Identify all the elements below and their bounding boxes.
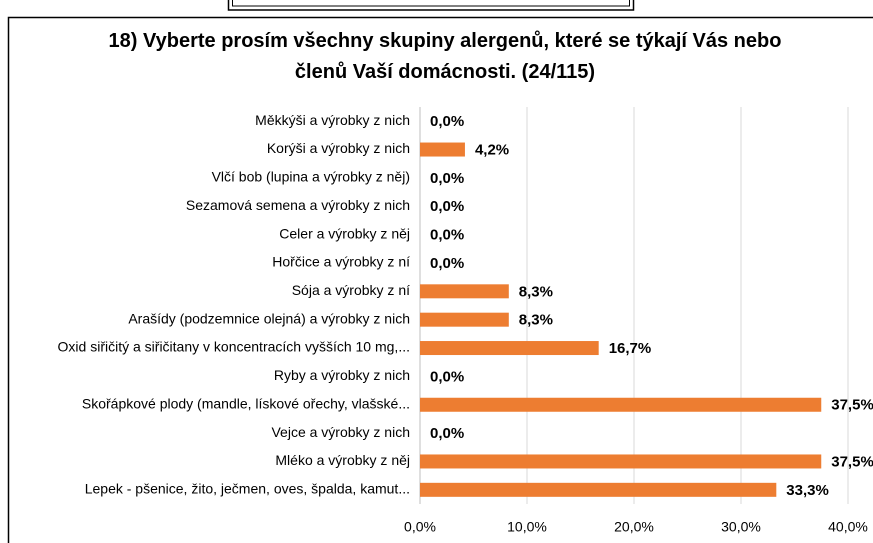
y-tick-label: Arašídy (podzemnice olejná) a výrobky z … bbox=[128, 310, 410, 326]
value-label: 33,3% bbox=[786, 482, 829, 499]
y-tick-label: Měkkýši a výrobky z nich bbox=[255, 112, 410, 128]
bar bbox=[420, 284, 509, 299]
value-label: 4,2% bbox=[475, 142, 509, 159]
y-tick-label: Mléko a výrobky z něj bbox=[275, 452, 410, 468]
bar bbox=[420, 341, 599, 356]
value-label: 37,5% bbox=[831, 453, 873, 470]
value-label: 0,0% bbox=[430, 113, 464, 130]
x-tick-label: 40,0% bbox=[828, 519, 868, 535]
y-tick-label: Oxid siřičitý a siřičitany v koncentrací… bbox=[58, 339, 410, 355]
bar bbox=[420, 312, 509, 327]
value-label: 37,5% bbox=[831, 397, 873, 414]
bar bbox=[420, 482, 777, 497]
x-tick-label: 30,0% bbox=[721, 519, 761, 535]
y-tick-label: Sója a výrobky z ní bbox=[292, 282, 410, 298]
y-tick-label: Vejce a výrobky z nich bbox=[271, 424, 410, 440]
x-tick-label: 10,0% bbox=[507, 519, 547, 535]
chart-title: 18) Vyberte prosím všechny skupiny alerg… bbox=[108, 30, 782, 83]
value-label: 8,3% bbox=[519, 283, 553, 300]
y-tick-label: Sezamová semena a výrobky z nich bbox=[186, 197, 410, 213]
value-label: 0,0% bbox=[430, 170, 464, 187]
top-frame-inner bbox=[232, 0, 630, 7]
value-label: 0,0% bbox=[430, 198, 464, 215]
value-label: 0,0% bbox=[430, 425, 464, 442]
x-tick-label: 0,0% bbox=[404, 519, 436, 535]
y-tick-label: Hořčice a výrobky z ní bbox=[272, 254, 410, 270]
value-label: 0,0% bbox=[430, 368, 464, 385]
chart-frame bbox=[7, 16, 873, 543]
top-frame bbox=[227, 0, 635, 11]
bar bbox=[420, 454, 822, 469]
y-tick-label: Ryby a výrobky z nich bbox=[274, 367, 410, 383]
value-label: 0,0% bbox=[430, 255, 464, 272]
value-label: 8,3% bbox=[519, 312, 553, 329]
y-tick-label: Celer a výrobky z něj bbox=[279, 225, 410, 241]
bar bbox=[420, 142, 465, 157]
bar bbox=[420, 397, 822, 412]
y-tick-label: Lepek - pšenice, žito, ječmen, oves, špa… bbox=[85, 481, 410, 497]
y-tick-label: Korýši a výrobky z nich bbox=[267, 140, 410, 156]
y-tick-label: Skořápkové plody (mandle, lískové ořechy… bbox=[82, 395, 410, 411]
x-tick-label: 20,0% bbox=[614, 519, 654, 535]
y-tick-label: Vlčí bob (lupina a výrobky z něj) bbox=[212, 169, 410, 185]
value-label: 16,7% bbox=[609, 340, 652, 357]
value-label: 0,0% bbox=[430, 227, 464, 244]
